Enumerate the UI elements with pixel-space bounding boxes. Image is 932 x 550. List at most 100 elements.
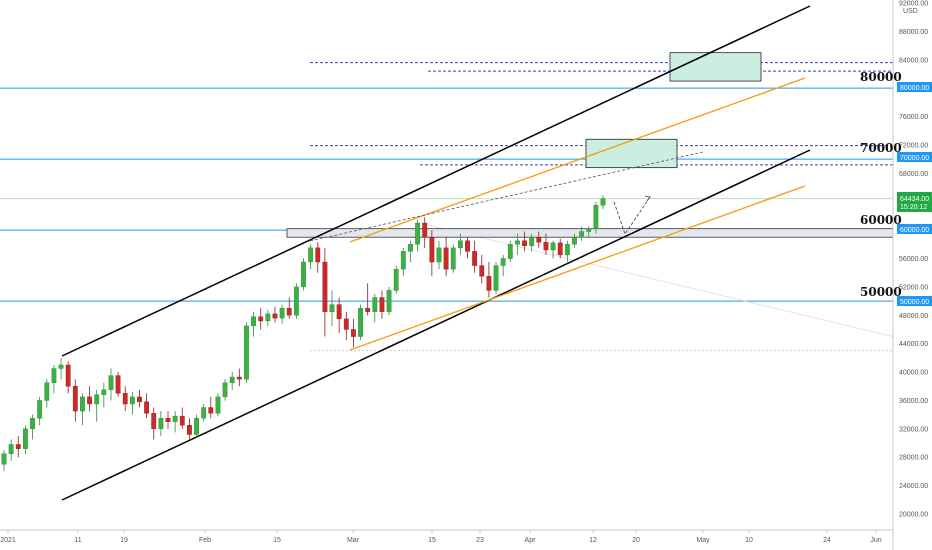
candle-body [51,368,57,383]
y-tick-label: 56000.00 [899,256,928,263]
candle-body [44,382,50,401]
x-tick-label: 24 [823,537,831,544]
y-tick-label: 84000.00 [899,57,928,64]
candle-body [15,444,21,449]
x-tick-label: 2021 [0,537,16,544]
y-tick-label: 40000.00 [899,370,928,377]
x-tick-label: 12 [589,537,597,544]
y-tick-label: 52000.00 [899,284,928,291]
candle-body [372,297,378,312]
candle-body [422,222,428,238]
candle-body [415,222,421,245]
y-tick-label: 92000.00 [899,1,928,8]
candle-body [186,425,192,435]
candle-body [600,198,606,206]
x-tick-label: 23 [476,537,484,544]
faint-diagonal [419,222,894,337]
price-tag-50000: 50000.00 [900,299,929,306]
price-tag-80000: 80000.00 [900,85,929,92]
candle-body [87,396,92,405]
projection-arrow-icon [644,195,651,202]
candle-body [208,407,214,414]
candle-body [365,307,371,312]
price-tag-countdown: 15:20:12 [900,204,927,211]
y-tick-label: 32000.00 [899,426,928,433]
x-tick-label: Mar [347,537,360,544]
candle-body [122,393,128,405]
candle-body [343,318,349,330]
y-tick-label: 88000.00 [899,29,928,36]
candle-body [158,417,164,430]
candle-body [37,400,43,419]
candle-body [279,307,285,319]
candle-body [244,325,249,380]
target-zone-lower [585,138,678,169]
candle-body [30,417,35,430]
candle-body [450,247,456,270]
horizontal-levels [0,62,894,352]
candle-body [351,329,356,337]
candle-body [550,242,556,251]
candle-body [80,396,85,412]
candle-body [222,382,228,398]
candle-body [408,244,413,252]
candles [1,195,606,472]
x-tick-label: 15 [428,537,436,544]
x-tick-label: 15 [273,537,281,544]
y-tick-label: 48000.00 [899,313,928,320]
candle-body [236,376,242,380]
price-tag-current: 64434.00 [900,196,929,203]
candle-body [500,258,506,266]
candle-body [400,251,406,270]
candle-body [443,247,449,270]
candle-body [472,251,478,266]
candle-body [315,247,321,263]
candle-body [301,261,306,288]
y-tick-label: 44000.00 [899,341,928,348]
candle-body [94,394,100,405]
candle-body [229,376,235,383]
candle-body [564,244,570,256]
channel-lower-black [61,149,811,501]
candle-body [293,286,299,316]
candle-body [586,228,592,232]
price-tag-80000-bg [897,82,932,92]
candle-body [358,307,363,337]
channel-lines [61,5,811,501]
x-tick-label: Jun [870,537,881,544]
candle-body [258,316,264,322]
candle-body [529,237,535,246]
target-zone-upper [669,52,762,82]
y-tick-label: 20000.00 [899,512,928,519]
candle-body [507,244,513,259]
channel-upper-orange [349,77,806,243]
zones [286,52,894,238]
price-tag-70000-bg [897,152,932,162]
candle-body [329,304,335,312]
candle-body [265,313,271,322]
candle-body [115,375,121,394]
price-tag-60000: 60000.00 [900,227,929,234]
candle-body [101,389,107,395]
candle-body [129,396,135,405]
candle-body [379,297,385,312]
projection-path [613,199,649,235]
candle-body [322,261,328,312]
y-tick-label: 28000.00 [899,455,928,462]
candle-body [579,231,585,238]
level-label-60000: 60000 [860,213,902,227]
candle-body [536,237,542,243]
candle-body [479,265,485,277]
x-tick-label: 11 [74,537,81,544]
candle-body [272,313,278,319]
candle-body [165,417,171,422]
candle-body [429,237,435,263]
x-tick-label: 10 [745,537,753,544]
candle-body [393,268,399,291]
candle-body [436,247,442,263]
candle-body [572,237,577,245]
candle-body [179,415,185,426]
price-tag-70000: 70000.00 [900,155,929,162]
price-tag-50000-bg [897,296,932,306]
